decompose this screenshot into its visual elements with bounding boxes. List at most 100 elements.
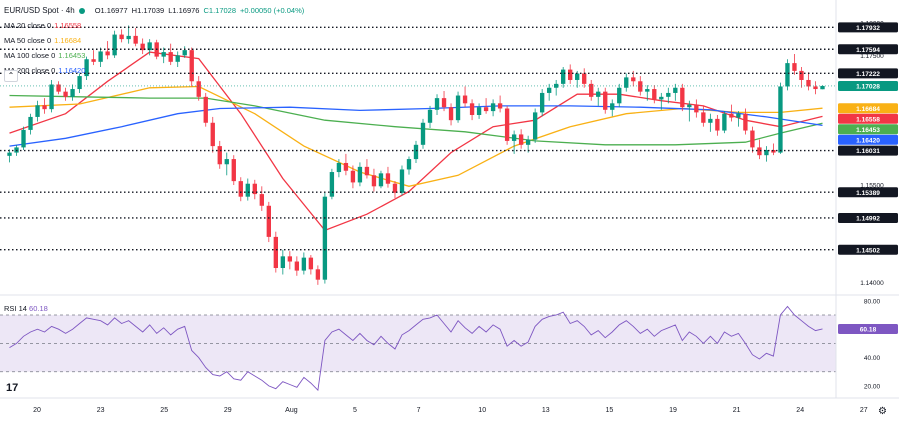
candle-body [820,85,825,90]
rsi-tag-background [838,323,898,334]
candle-body [84,59,89,77]
price-tag-background [838,145,898,156]
price-tag-background [838,80,898,91]
candle [792,54,797,75]
time-tick-label: 25 [160,407,168,414]
candle-body [294,261,300,271]
candle-body [140,43,145,51]
rsi-value-tag: 60.18 [838,323,898,334]
candle [336,159,342,178]
legend-ma20[interactable]: MA 20 close 0 1.16558 [4,18,308,33]
candle-body [694,104,699,113]
candle [406,156,412,175]
candle [357,162,363,187]
price-tag-level: 1.15389 [838,187,898,198]
candle-body [553,83,559,88]
candle-body [196,81,201,97]
ohlc-values: O1.16977 H1.17039 L1.16976 C1.17028 +0.00050… [95,6,309,15]
candle [56,81,61,95]
candle-body [175,55,180,62]
candle-body [624,77,629,88]
candle-body [119,34,124,40]
candle [708,113,713,132]
price-tag-ma50: 1.16684 [838,103,898,114]
candle [119,29,124,43]
legend-ma50[interactable]: MA 50 close 0 1.16684 [4,33,308,48]
candle-body [203,96,208,123]
candle-body [469,103,475,115]
candle [617,83,622,108]
price-tag-level: 1.14992 [838,212,898,223]
candle-body [708,118,713,123]
candle-body [273,236,279,269]
candle-body [582,73,587,84]
candle-body [806,79,811,87]
price-tag-background [838,103,898,114]
time-tick-label: 7 [417,407,421,414]
candle-body [631,77,636,82]
candle-body [575,73,580,80]
legend-ma100[interactable]: MA 100 close 0 1.16453 [4,48,308,63]
time-tick-label: 23 [97,407,105,414]
candle [161,47,166,64]
candle [329,168,335,200]
price-tag-label: 1.16031 [856,148,880,155]
candle [589,79,594,101]
candle-body [799,70,804,80]
price-tag-label: 1.16558 [856,116,880,123]
candle [729,104,734,122]
price-tag-level: 1.16031 [838,145,898,156]
candle-body [764,150,769,156]
moving-average-line [9,85,823,187]
candle [448,103,454,126]
candle [546,83,552,101]
candle-body [28,116,33,130]
price-tag-label: 1.16684 [856,106,880,113]
candle-body [771,150,776,153]
rsi-legend[interactable]: RSI 14 60.18 [4,304,48,313]
candle [434,94,440,115]
candle [126,25,131,44]
gear-icon[interactable]: ⚙ [878,406,887,417]
price-tick-label: 1.15500 [860,183,884,190]
candle-body [743,113,748,131]
candle-body [168,52,173,62]
rsi-tick-label: 20.00 [864,383,881,390]
legend-symbol-row: EUR/USD Spot · 4h O1.16977 H1.17039 L1.1697… [4,3,308,18]
candle [596,87,601,106]
candle [483,98,489,114]
candle [518,129,524,149]
candle-body [715,118,720,131]
tradingview-logo-icon[interactable]: 17 [6,382,19,394]
candle-body [350,170,356,183]
candle-body [736,113,741,118]
candle [378,170,384,189]
candle [561,67,566,88]
legend-ma200[interactable]: MA 200 close 0 1.16420 [4,63,308,78]
ma20-value: 1.16558 [54,21,82,30]
ma20-label: MA 20 close 0 [4,21,52,30]
collapse-legend-icon[interactable]: ⌃ [4,70,18,82]
ma100-label: MA 100 close 0 [4,51,56,60]
moving-average-line [9,94,823,146]
candle [385,166,391,188]
price-tag-background [838,44,898,55]
candle-body [750,130,755,148]
horizontal-level-layer [0,26,836,251]
candle-body [617,87,622,104]
candle [624,73,629,92]
candle-body [224,159,229,165]
candle-body [525,139,531,145]
candle-body [133,35,138,44]
price-tag-background [838,187,898,198]
ma200-value: 1.16420 [58,66,86,75]
candle-body [568,69,573,80]
ma100-value: 1.16453 [58,51,86,60]
close-value: C1.17028 [203,6,237,15]
price-tag-label: 1.17594 [856,47,880,54]
candle [455,91,461,123]
price-tag-last: 1.17028 [838,80,898,91]
symbol-title[interactable]: EUR/USD Spot · 4h [4,6,75,15]
